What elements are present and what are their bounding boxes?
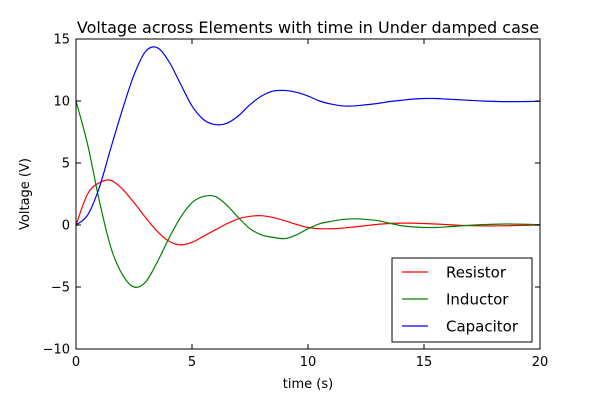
y-tick-label: −10 bbox=[43, 343, 70, 358]
series-line-capacitor bbox=[76, 46, 540, 226]
y-tick-label: −5 bbox=[51, 281, 70, 296]
y-tick-label: 10 bbox=[53, 95, 70, 110]
legend-label-resistor: Resistor bbox=[446, 264, 507, 282]
series-layer bbox=[76, 46, 540, 288]
series-line-inductor bbox=[76, 100, 540, 288]
y-tick-label: 15 bbox=[53, 33, 70, 48]
legend-label-capacitor: Capacitor bbox=[446, 318, 519, 336]
legend-label-inductor: Inductor bbox=[446, 291, 509, 309]
x-axis-label: time (s) bbox=[283, 377, 333, 392]
y-axis: −10 −5 0 5 10 15 bbox=[43, 33, 540, 358]
x-tick-label: 20 bbox=[532, 355, 549, 370]
y-tick-label: 5 bbox=[62, 157, 70, 172]
x-tick-label: 0 bbox=[72, 355, 80, 370]
chart-title: Voltage across Elements with time in Und… bbox=[77, 18, 539, 37]
x-axis: 0 5 10 15 20 bbox=[72, 39, 548, 370]
legend: Resistor Inductor Capacitor bbox=[391, 257, 533, 343]
x-tick-label: 15 bbox=[416, 355, 433, 370]
y-tick-label: 0 bbox=[62, 219, 70, 234]
y-axis-label: Voltage (V) bbox=[18, 158, 33, 230]
x-tick-label: 5 bbox=[188, 355, 196, 370]
x-tick-label: 10 bbox=[300, 355, 317, 370]
